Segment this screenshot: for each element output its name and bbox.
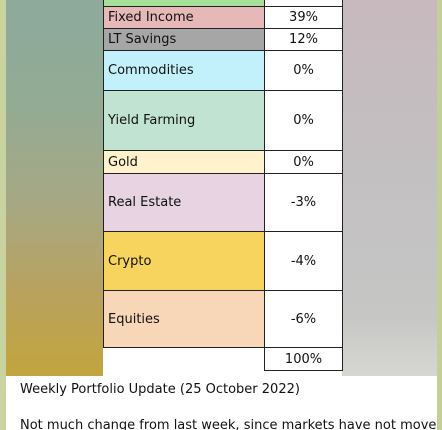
row-value: -3% — [264, 173, 343, 232]
total-row: 100% — [103, 347, 343, 371]
total-label-empty — [103, 347, 266, 371]
table-row: Equities -6% — [102, 290, 343, 348]
row-value: 0% — [264, 150, 343, 174]
message-body: Not much change from last week, since ma… — [20, 418, 437, 430]
table-row: Crypto -4% — [102, 231, 343, 291]
table-row: Fixed Income 39% — [102, 6, 343, 29]
chat-background-right-edge — [437, 0, 442, 430]
portfolio-table: Fixed Income 39% LT Savings 12% Commodities 0… — [102, 0, 343, 371]
portfolio-table-image[interactable]: Fixed Income 39% LT Savings 12% Commodities 0… — [6, 0, 437, 376]
row-label: Real Estate — [102, 173, 266, 232]
row-label: Gold — [102, 150, 266, 174]
table-row: Yield Farming 0% — [102, 90, 343, 151]
row-label: Crypto — [102, 231, 266, 291]
image-right-margin — [342, 0, 437, 376]
row-label: Commodities — [102, 50, 266, 91]
row-value: 0% — [264, 90, 343, 151]
row-label: LT Savings — [102, 28, 266, 51]
row-value: -4% — [264, 231, 343, 291]
table-row: Gold 0% — [102, 150, 343, 174]
row-value: -6% — [264, 290, 343, 348]
row-label: Fixed Income — [102, 6, 266, 29]
message-bubble[interactable]: Fixed Income 39% LT Savings 12% Commodities 0… — [6, 0, 437, 430]
table-row: Real Estate -3% — [102, 173, 343, 232]
table-row: LT Savings 12% — [102, 28, 343, 51]
image-left-margin — [6, 0, 103, 376]
row-label: Yield Farming — [102, 90, 266, 151]
row-label: Equities — [102, 290, 266, 348]
total-value: 100% — [264, 347, 343, 371]
table-row: Commodities 0% — [102, 50, 343, 91]
chat-background-left-edge — [0, 0, 6, 430]
row-value: 0% — [264, 50, 343, 91]
row-value: 12% — [264, 28, 343, 51]
message-title: Weekly Portfolio Update (25 October 2022… — [20, 382, 300, 397]
row-value: 39% — [264, 6, 343, 29]
